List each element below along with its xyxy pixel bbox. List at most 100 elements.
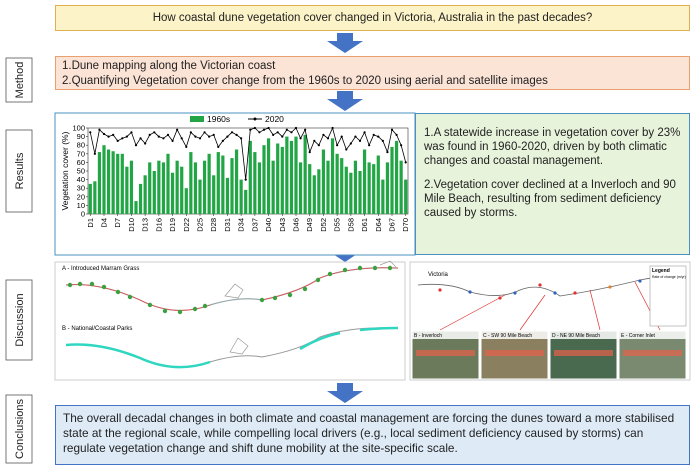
bar <box>97 152 102 214</box>
bar <box>212 175 216 214</box>
caption-bg <box>481 331 548 339</box>
change-dot <box>538 283 542 287</box>
line-marker <box>221 139 224 142</box>
x-tick-label: D22 <box>182 218 191 232</box>
map-label: Victoria <box>428 272 449 278</box>
method-item: 1.Dune mapping along the Victorian coast <box>62 60 276 72</box>
x-tick-label: D55 <box>333 218 342 232</box>
question-box: How coastal dune vegetation cover change… <box>55 5 690 31</box>
line-marker <box>253 126 256 130</box>
marram-dot <box>357 265 363 271</box>
line-marker <box>125 135 128 138</box>
line-marker <box>208 135 211 138</box>
line-marker <box>349 142 352 145</box>
line-marker <box>377 135 380 138</box>
x-tick-label: D19 <box>168 218 177 232</box>
side-box <box>5 279 33 361</box>
bar <box>221 155 225 214</box>
change-dot <box>438 288 442 292</box>
y-tick-label: 100 <box>72 124 85 133</box>
line-marker <box>294 126 298 130</box>
bar <box>161 162 166 214</box>
line-marker <box>258 131 261 134</box>
legend-swatch <box>253 117 257 121</box>
line-marker <box>153 131 156 134</box>
line-marker <box>404 161 407 164</box>
line-marker <box>372 133 375 136</box>
marram-dot <box>89 281 95 287</box>
line-marker <box>185 145 188 149</box>
bar <box>353 160 358 214</box>
line-marker <box>189 131 192 134</box>
y-tick-label: 40 <box>77 175 85 184</box>
x-tick-label: D49 <box>305 218 314 232</box>
line-marker <box>308 150 311 154</box>
bar <box>111 151 115 214</box>
line-marker <box>148 133 151 136</box>
side-label: Conclusions <box>14 399 26 459</box>
bar <box>349 172 353 214</box>
legend-sub: Rate of change (m/yr) <box>652 275 686 279</box>
method-item: 2.Quantifying Vegetation cover change fr… <box>62 75 548 87</box>
change-dot <box>553 291 557 295</box>
change-dot <box>608 285 612 289</box>
line-marker <box>112 133 115 136</box>
line-marker <box>326 137 330 140</box>
bar <box>376 155 380 214</box>
line-marker <box>336 144 339 147</box>
bar <box>166 153 170 214</box>
bar <box>367 162 371 214</box>
marram-dot <box>162 308 168 314</box>
marram-dot <box>315 277 321 283</box>
bar <box>134 201 138 214</box>
x-tick-label: D16 <box>154 218 163 232</box>
arrow <box>327 33 363 53</box>
line-marker <box>322 133 325 136</box>
results-box: 1.A statewide increase in vegetation cov… <box>415 113 690 255</box>
line-marker <box>89 131 92 134</box>
marram-dot <box>192 306 198 312</box>
line-marker <box>235 133 238 136</box>
x-tick-label: D13 <box>141 218 150 232</box>
line-marker <box>390 128 394 131</box>
legend-label: 1960s <box>207 114 230 124</box>
photo-caption: D - NE 90 Mile Beach <box>552 333 600 339</box>
line-marker <box>166 133 170 136</box>
line-marker <box>139 137 142 140</box>
line-marker <box>400 144 403 147</box>
legend-label: 2020 <box>265 114 284 124</box>
photo-caption: C - SW 90 Mile Beach <box>483 333 532 339</box>
bar <box>394 140 399 214</box>
bar <box>362 149 367 214</box>
conclusion-box: The overall decadal changes in both clim… <box>55 405 690 465</box>
marram-dot <box>387 265 393 271</box>
line-marker <box>290 131 293 134</box>
bar <box>381 179 385 214</box>
marram-dot <box>101 284 107 290</box>
line-marker <box>304 128 307 131</box>
bar <box>358 171 362 214</box>
y-tick-label: 90 <box>77 132 85 141</box>
bar <box>253 152 257 214</box>
bar <box>207 153 211 214</box>
bar <box>303 134 307 214</box>
line-marker <box>317 144 320 147</box>
line-marker <box>354 135 357 138</box>
bar <box>102 145 106 214</box>
bar <box>189 152 193 214</box>
bar <box>170 172 175 214</box>
line-marker <box>107 135 110 138</box>
change-dot <box>573 291 577 295</box>
map-label: B - National/Coastal Parks <box>62 326 132 332</box>
y-axis-label: Vegetation cover (%) <box>60 131 70 210</box>
marram-dot <box>147 302 153 308</box>
arrow <box>327 383 363 403</box>
line-marker <box>134 144 138 147</box>
line-marker <box>363 131 366 134</box>
line-marker <box>212 133 215 136</box>
y-tick-label: 20 <box>77 192 85 201</box>
bar <box>116 153 120 214</box>
bar <box>157 160 161 214</box>
bar <box>230 158 234 214</box>
